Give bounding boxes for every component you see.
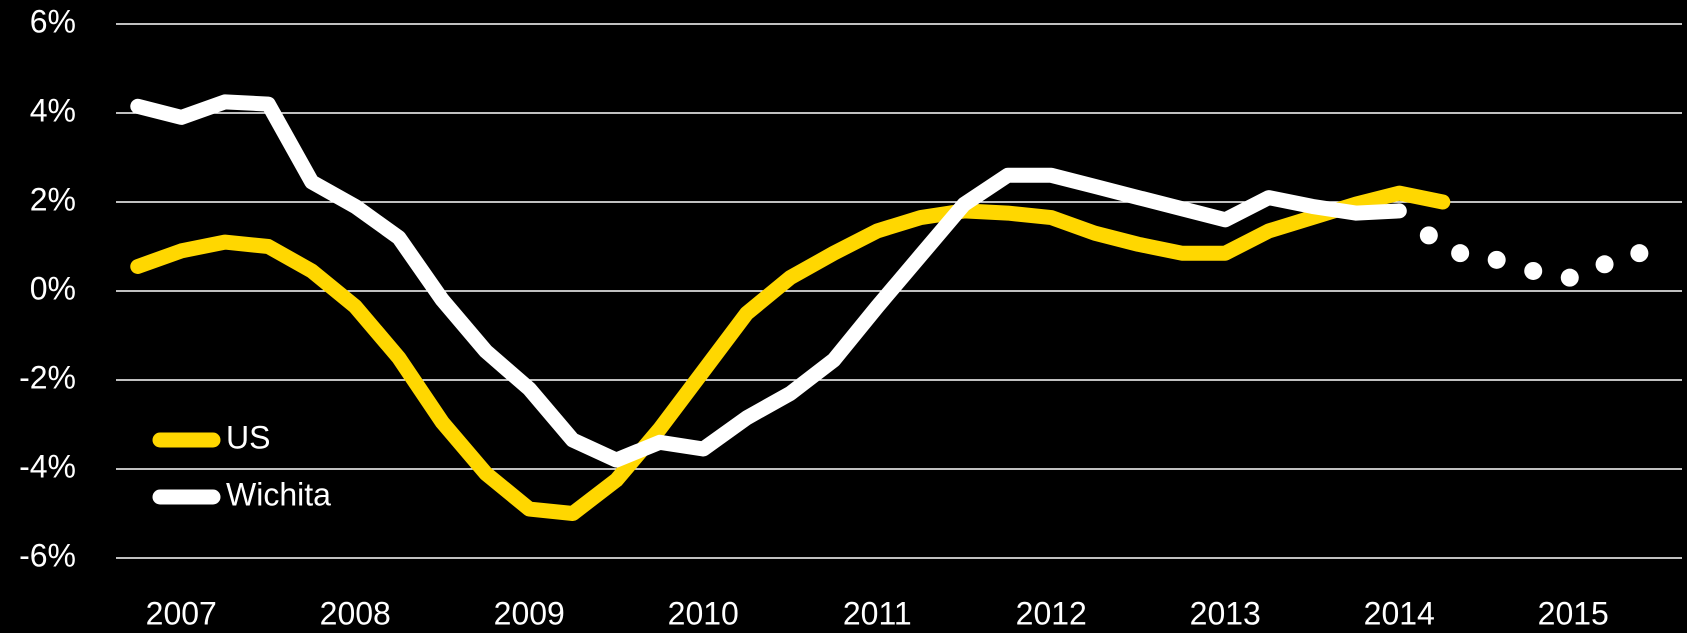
forecast-point: [1451, 244, 1470, 263]
x-tick-label: 2008: [320, 595, 391, 631]
x-tick-label: 2010: [668, 595, 739, 631]
x-tick-label: 2009: [494, 595, 565, 631]
y-tick-label: 2%: [30, 181, 76, 217]
forecast-point: [1630, 244, 1649, 263]
legend-label: US: [226, 419, 270, 455]
forecast-point: [1419, 226, 1438, 245]
y-tick-label: 4%: [30, 92, 76, 128]
x-tick-label: 2013: [1190, 595, 1261, 631]
forecast-point: [1524, 261, 1543, 280]
forecast-point: [1560, 268, 1579, 287]
forecast-point: [1595, 255, 1614, 274]
x-tick-label: 2015: [1538, 595, 1609, 631]
y-tick-label: 0%: [30, 270, 76, 306]
y-tick-label: -4%: [19, 448, 76, 484]
series-line: [130, 185, 1451, 521]
x-tick-label: 2014: [1364, 595, 1435, 631]
x-tick-label: 2012: [1016, 595, 1087, 631]
y-tick-label: -6%: [19, 537, 76, 573]
y-tick-label: 6%: [30, 3, 76, 39]
legend-label: Wichita: [226, 476, 331, 512]
series-line: [130, 94, 1407, 468]
y-tick-label: -2%: [19, 359, 76, 395]
x-tick-label: 2007: [146, 595, 217, 631]
forecast-point: [1487, 250, 1506, 269]
x-tick-label: 2011: [843, 595, 912, 631]
